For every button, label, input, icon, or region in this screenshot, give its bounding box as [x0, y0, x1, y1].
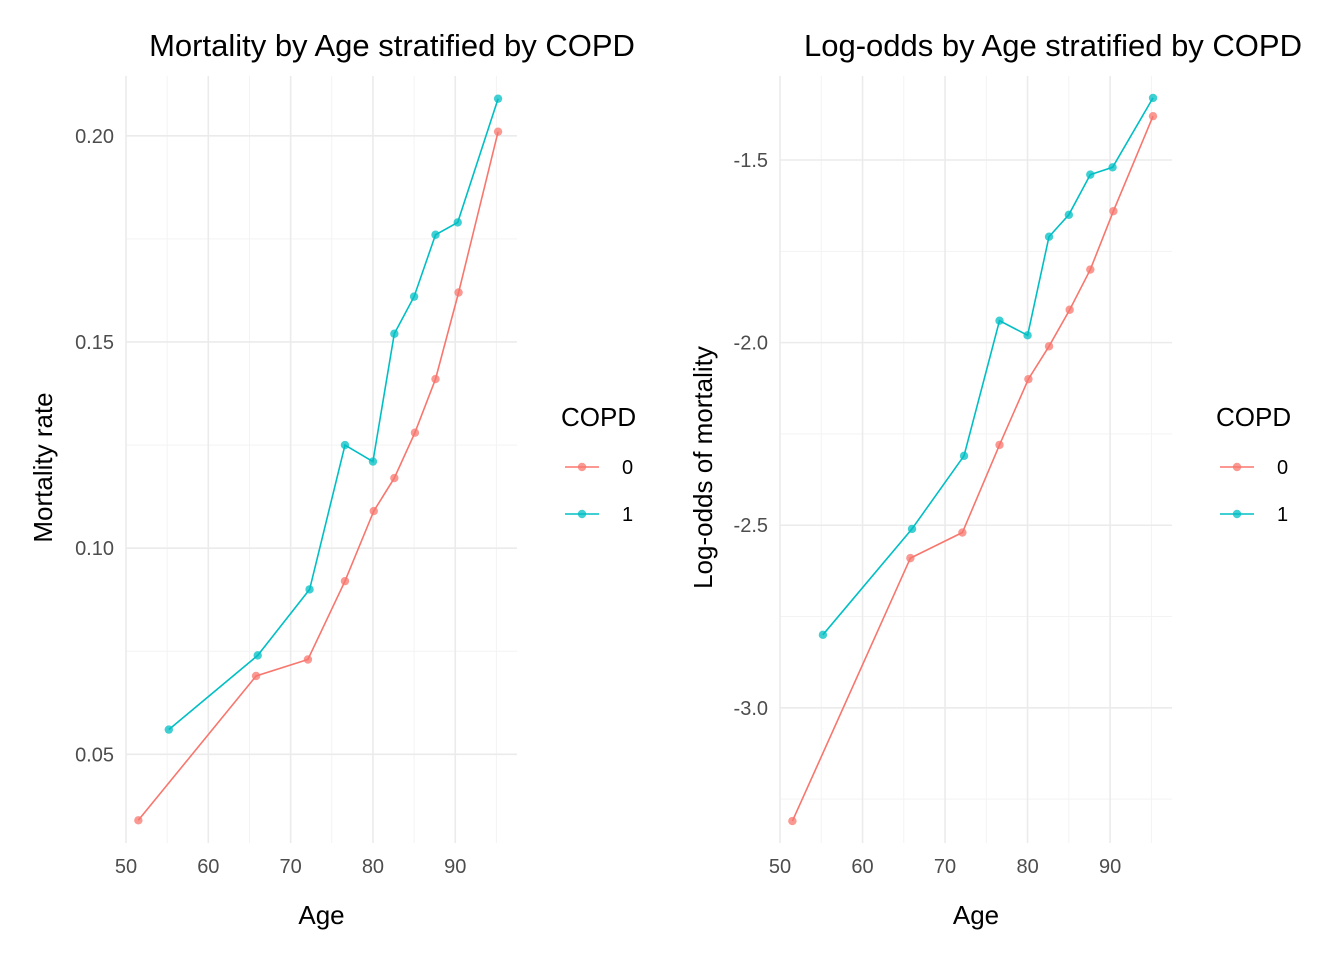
x-tick-label: 60 — [197, 856, 219, 878]
x-tick-label: 50 — [115, 856, 137, 878]
data-point-copd-1 — [453, 218, 462, 227]
data-point-copd-0 — [788, 816, 797, 826]
x-tick-label: 70 — [280, 856, 302, 878]
data-point-copd-1 — [907, 524, 917, 534]
data-point-copd-1 — [959, 451, 969, 461]
x-axis-title: Age — [953, 900, 999, 930]
data-point-copd-0 — [251, 671, 261, 681]
data-point-copd-0 — [390, 473, 399, 483]
data-point-copd-1 — [305, 585, 314, 594]
data-point-copd-0 — [493, 127, 503, 136]
series-line-copd-1 — [822, 97, 1154, 636]
legend-label-copd-1: 1 — [1277, 504, 1288, 526]
data-point-copd-0 — [303, 655, 313, 664]
data-point-copd-0 — [906, 553, 915, 563]
x-tick-label: 60 — [851, 856, 873, 878]
data-point-copd-1 — [1148, 93, 1158, 103]
data-point-copd-1 — [1044, 232, 1054, 241]
legend-key-point-copd-1 — [577, 509, 587, 519]
legend-title: COPD — [1216, 402, 1291, 432]
data-point-copd-1 — [493, 94, 503, 103]
x-tick-label: 90 — [1099, 856, 1121, 878]
log-odds-panel: 50 60 70 80 90 -3.0 -2.5 -2.0 -1.5 Log-odds by Ag… — [688, 28, 1302, 930]
data-point-copd-1 — [253, 651, 262, 660]
series-line-copd-0 — [137, 131, 499, 821]
data-point-copd-0 — [958, 528, 967, 537]
mortality-panel: 50 60 70 80 90 0.05 0.10 0.15 0.20 Mortality by A… — [28, 28, 636, 930]
legend-label-copd-0: 0 — [622, 457, 633, 479]
legend-label-copd-0: 0 — [1277, 457, 1288, 479]
data-point-copd-1 — [164, 725, 174, 734]
data-point-copd-0 — [134, 816, 143, 825]
data-point-copd-1 — [340, 440, 350, 450]
data-point-copd-0 — [1044, 342, 1054, 351]
data-point-copd-1 — [1108, 163, 1117, 172]
data-point-copd-0 — [454, 288, 463, 297]
data-point-copd-0 — [1024, 374, 1033, 384]
y-tick-label: 0.20 — [75, 126, 114, 148]
y-axis-title: Log-odds of mortality — [688, 346, 718, 589]
series-line-copd-1 — [168, 98, 499, 731]
y-tick-label: 0.05 — [75, 744, 114, 766]
legend-key-point-copd-1 — [1232, 509, 1242, 519]
data-point-copd-1 — [1023, 331, 1032, 340]
data-point-copd-0 — [1148, 111, 1158, 121]
data-point-copd-0 — [995, 440, 1004, 450]
y-tick-label: -2.0 — [734, 333, 768, 355]
data-point-copd-0 — [1065, 305, 1074, 314]
y-axis-title: Mortality rate — [28, 392, 58, 542]
data-point-copd-1 — [818, 630, 828, 640]
data-point-copd-0 — [340, 576, 350, 586]
chart-title: Log-odds by Age stratified by COPD — [804, 28, 1302, 63]
data-point-copd-1 — [368, 457, 378, 466]
y-tick-label: 0.10 — [75, 538, 114, 560]
data-point-copd-1 — [1064, 210, 1074, 219]
x-tick-label: 70 — [934, 856, 956, 878]
x-tick-label: 90 — [444, 856, 466, 878]
data-point-copd-1 — [409, 292, 419, 301]
data-point-copd-0 — [1109, 206, 1118, 216]
legend-key-point-copd-0 — [577, 462, 587, 472]
y-tick-label: -3.0 — [734, 698, 768, 720]
y-tick-label: -1.5 — [734, 150, 768, 172]
legend-title: COPD — [561, 402, 636, 432]
data-point-copd-1 — [995, 316, 1004, 325]
data-point-copd-0 — [431, 374, 440, 384]
series-line-copd-0 — [791, 115, 1154, 822]
data-point-copd-1 — [1086, 170, 1095, 179]
y-tick-label: -2.5 — [734, 515, 768, 537]
y-tick-label: 0.15 — [75, 332, 114, 354]
x-tick-label: 50 — [769, 856, 791, 878]
data-point-copd-1 — [390, 329, 399, 338]
chart-title: Mortality by Age stratified by COPD — [149, 28, 635, 63]
x-tick-label: 80 — [362, 856, 384, 878]
data-point-copd-0 — [410, 428, 420, 437]
data-point-copd-0 — [369, 506, 378, 516]
data-point-copd-0 — [1086, 265, 1095, 274]
legend-label-copd-1: 1 — [622, 504, 633, 526]
x-tick-label: 80 — [1016, 856, 1038, 878]
legend-key-point-copd-0 — [1232, 462, 1242, 472]
x-axis-title: Age — [298, 900, 344, 930]
data-point-copd-1 — [431, 230, 440, 239]
